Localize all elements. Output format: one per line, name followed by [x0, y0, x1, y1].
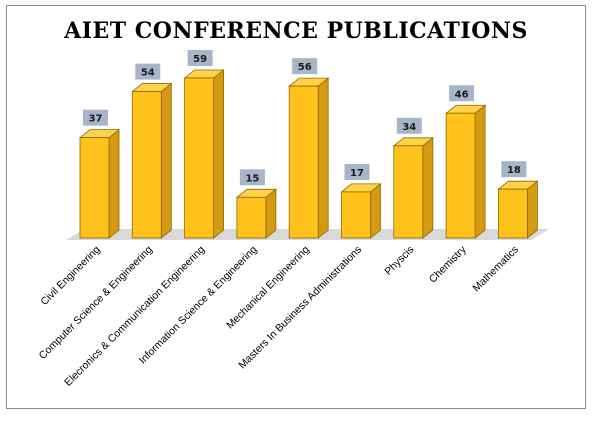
data-label-text: 18 — [507, 165, 521, 176]
bar-side — [474, 104, 486, 239]
data-label-box — [449, 85, 475, 102]
data-label: 56 — [292, 58, 318, 75]
bar-front — [341, 191, 371, 239]
bar-side — [160, 82, 172, 239]
data-label-text: 17 — [350, 168, 364, 179]
bar-front — [445, 112, 476, 239]
data-label-text: 37 — [89, 114, 103, 125]
data-label: 34 — [396, 117, 422, 134]
data-label-box — [83, 109, 108, 126]
data-label: 54 — [135, 63, 161, 80]
data-label-box — [135, 63, 161, 80]
data-label-text: 34 — [402, 122, 416, 133]
data-label-box — [292, 58, 318, 75]
data-label-text: 46 — [455, 89, 469, 100]
bar-front — [131, 91, 162, 239]
bar — [497, 180, 539, 239]
bar-side — [422, 136, 434, 239]
data-label: 46 — [449, 85, 475, 102]
bar — [235, 188, 278, 239]
bar-side — [527, 180, 538, 239]
x-tick-label: Computer Science & Engineering — [37, 244, 155, 362]
bar — [340, 183, 382, 239]
bar-front — [236, 196, 267, 239]
bar — [444, 104, 487, 239]
data-label: 18 — [501, 161, 527, 178]
data-label: 15 — [239, 169, 265, 186]
data-label-text: 15 — [245, 173, 259, 184]
bar-side — [317, 77, 329, 239]
bar — [131, 82, 173, 239]
data-label-text: 56 — [298, 62, 312, 73]
bar-front — [79, 137, 110, 239]
x-tick-label: Chemistry — [427, 243, 469, 285]
x-tick-label: Physcis — [382, 244, 416, 278]
bar-front — [184, 77, 215, 239]
bar — [78, 128, 121, 239]
x-tick-label: Mathematics — [470, 244, 521, 295]
bar — [392, 136, 434, 239]
data-label: 17 — [344, 163, 370, 180]
data-label: 37 — [83, 109, 108, 126]
bar-front — [288, 85, 319, 239]
data-label: 59 — [187, 50, 213, 66]
chart-title: AIET CONFERENCE PUBLICATIONS — [64, 18, 528, 44]
data-label-box — [187, 50, 213, 66]
bar-side — [108, 128, 120, 239]
bar-front — [393, 145, 424, 239]
data-label-text: 59 — [193, 54, 207, 65]
data-label-text: 54 — [141, 68, 155, 79]
data-label-box — [501, 161, 527, 178]
bar — [183, 69, 225, 239]
data-label-box — [344, 163, 370, 180]
bar-side — [370, 183, 381, 239]
data-label-box — [239, 169, 265, 186]
data-label-box — [396, 117, 422, 134]
bar-side — [213, 69, 225, 239]
bar-front — [497, 188, 528, 239]
bar — [288, 77, 330, 239]
